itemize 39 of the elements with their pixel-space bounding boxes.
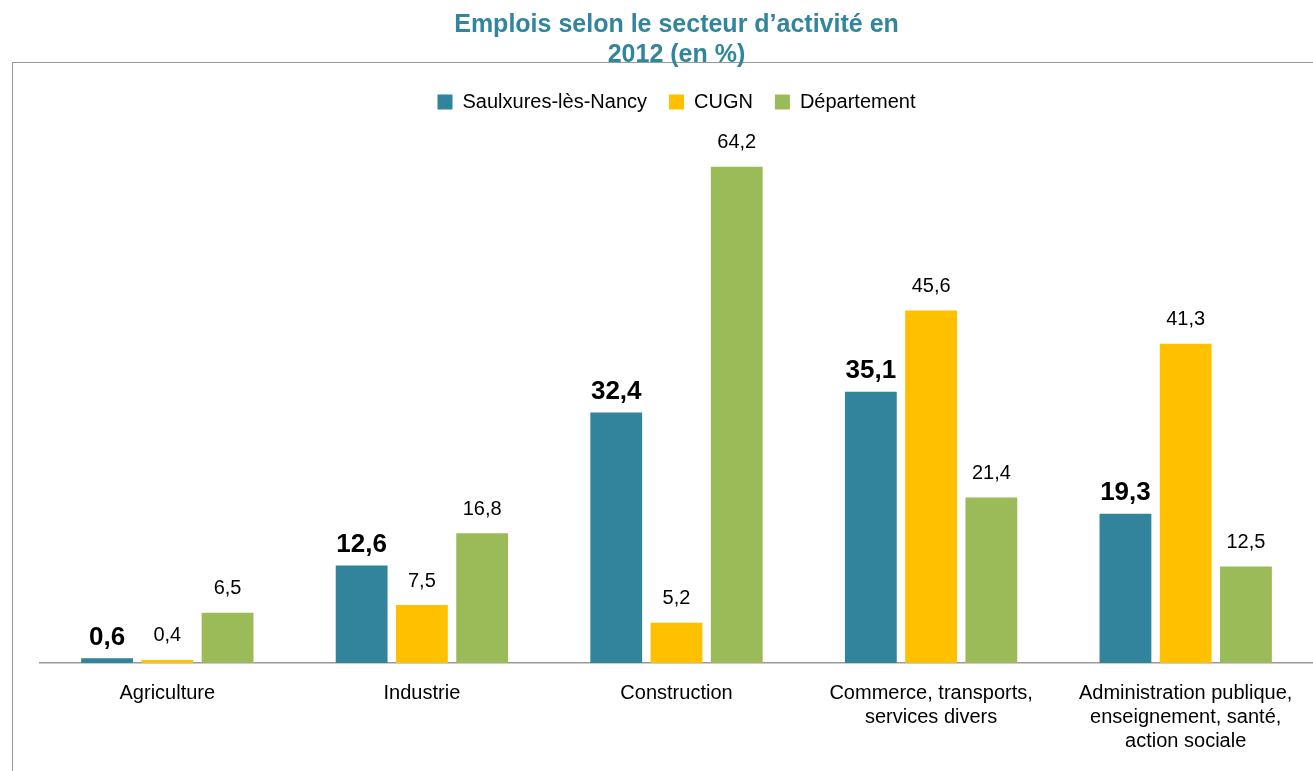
- bar: [905, 310, 958, 663]
- data-label: 64,2: [717, 130, 757, 153]
- bar: [141, 659, 194, 663]
- bar: [965, 497, 1018, 663]
- data-label: 6,5: [213, 576, 242, 599]
- data-label: 45,6: [911, 274, 951, 297]
- bar: [201, 612, 254, 663]
- data-label: 35,1: [845, 353, 897, 384]
- bar: [1099, 513, 1152, 663]
- legend-label: Département: [799, 89, 916, 112]
- data-label: 21,4: [971, 461, 1011, 484]
- data-label: 5,2: [662, 586, 691, 609]
- x-tick-label: Construction: [620, 680, 733, 703]
- data-label: 0,4: [153, 623, 182, 646]
- data-label: 19,3: [1100, 476, 1151, 507]
- data-label: 32,4: [590, 374, 643, 405]
- data-label: 7,5: [407, 568, 436, 591]
- bar: [844, 391, 897, 663]
- x-tick-label: Agriculture: [119, 680, 216, 703]
- x-tick-label: Administration publique, enseignement, santé, action sociale: [1078, 680, 1293, 751]
- bar: [590, 412, 643, 663]
- chart-title: Emplois selon le secteur d’activité en 2012 (en %): [454, 8, 899, 67]
- data-label: 12,5: [1226, 529, 1266, 552]
- x-tick-label: Industrie: [383, 680, 461, 703]
- data-label: 12,6: [336, 527, 387, 558]
- data-label: 0,6: [88, 620, 126, 651]
- legend-label: Saulxures-lès-Nancy: [462, 89, 648, 112]
- data-label: 16,8: [462, 496, 502, 519]
- data-label: 41,3: [1166, 307, 1206, 330]
- bar: [81, 658, 133, 663]
- bar: [650, 622, 703, 663]
- bar: [395, 605, 448, 663]
- bar: [1159, 343, 1212, 663]
- bar: [1220, 566, 1272, 663]
- legend-label: CUGN: [694, 89, 753, 112]
- bar: [456, 533, 509, 663]
- bar: [335, 565, 388, 663]
- x-tick-label: Commerce, transports, services divers: [829, 680, 1033, 727]
- bar: [710, 166, 763, 663]
